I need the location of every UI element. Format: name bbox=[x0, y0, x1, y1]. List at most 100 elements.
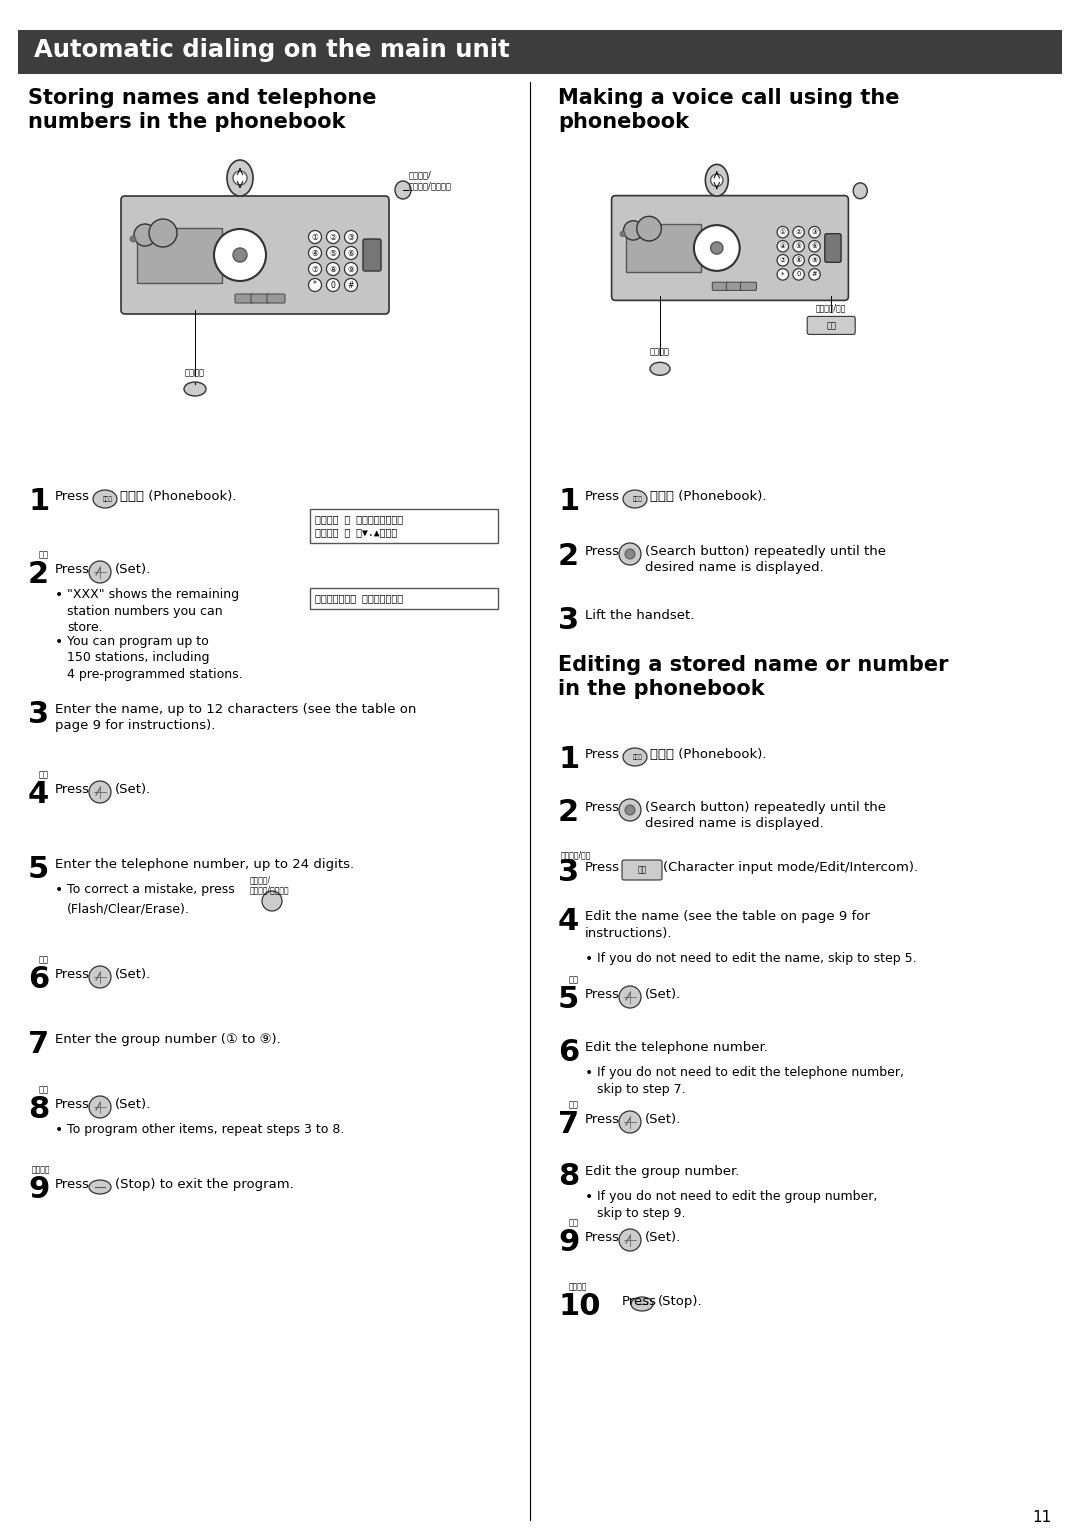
Text: Press: Press bbox=[585, 1112, 620, 1126]
Text: 文字切替/修正: 文字切替/修正 bbox=[816, 304, 847, 312]
Text: 3: 3 bbox=[28, 700, 49, 729]
Text: Press: Press bbox=[585, 860, 620, 874]
Circle shape bbox=[89, 561, 111, 584]
Circle shape bbox=[345, 263, 357, 275]
Text: 0: 0 bbox=[330, 281, 336, 289]
Text: デ゛ンワチョウ アキＸＸＸケン: デ゛ンワチョウ アキＸＸＸケン bbox=[315, 593, 403, 604]
Circle shape bbox=[326, 278, 339, 292]
Circle shape bbox=[233, 248, 247, 261]
Bar bbox=[626, 223, 701, 272]
Text: ストップ: ストップ bbox=[650, 348, 670, 358]
Ellipse shape bbox=[89, 1180, 111, 1193]
Bar bbox=[137, 228, 222, 283]
Text: ケンサク ハ ［▼.▲］オス: ケンサク ハ ［▼.▲］オス bbox=[315, 527, 397, 536]
Text: •: • bbox=[55, 588, 64, 602]
Text: 決定: 決定 bbox=[39, 1085, 49, 1094]
Text: (Character input mode/Edit/Intercom).: (Character input mode/Edit/Intercom). bbox=[663, 860, 918, 874]
Text: 2: 2 bbox=[28, 559, 49, 588]
Ellipse shape bbox=[705, 165, 728, 196]
Circle shape bbox=[809, 226, 820, 238]
Bar bbox=[310, 588, 498, 610]
Text: (Search button) repeatedly until the
desired name is displayed.: (Search button) repeatedly until the des… bbox=[645, 545, 886, 575]
Text: 4: 4 bbox=[558, 908, 579, 937]
Text: Editing a stored name or number
in the phonebook: Editing a stored name or number in the p… bbox=[558, 656, 948, 698]
Circle shape bbox=[778, 226, 788, 238]
Text: Edit the telephone number.: Edit the telephone number. bbox=[585, 1041, 768, 1054]
Text: 決定: 決定 bbox=[569, 1100, 579, 1109]
Text: 9: 9 bbox=[558, 1229, 579, 1258]
Text: •: • bbox=[585, 952, 593, 966]
Text: ⑨: ⑨ bbox=[811, 257, 818, 263]
FancyBboxPatch shape bbox=[807, 316, 855, 335]
Circle shape bbox=[214, 229, 266, 281]
Text: Press: Press bbox=[55, 969, 90, 981]
Circle shape bbox=[619, 542, 642, 565]
Circle shape bbox=[326, 263, 339, 275]
Text: Press: Press bbox=[585, 1232, 620, 1244]
Circle shape bbox=[711, 241, 723, 254]
Text: •: • bbox=[55, 883, 64, 897]
Ellipse shape bbox=[623, 490, 647, 507]
Text: If you do not need to edit the telephone number,
skip to step 7.: If you do not need to edit the telephone… bbox=[597, 1067, 904, 1096]
Text: 電話帳 (Phonebook).: 電話帳 (Phonebook). bbox=[650, 490, 767, 503]
Text: 内線: 内線 bbox=[637, 865, 647, 874]
Text: 電話帳: 電話帳 bbox=[633, 755, 643, 759]
Circle shape bbox=[778, 269, 788, 280]
Text: 1: 1 bbox=[28, 487, 50, 516]
Circle shape bbox=[345, 278, 357, 292]
Text: 3: 3 bbox=[558, 859, 579, 886]
Text: To correct a mistake, press: To correct a mistake, press bbox=[67, 883, 234, 895]
Circle shape bbox=[793, 240, 805, 252]
Circle shape bbox=[625, 549, 635, 559]
Text: If you do not need to edit the name, skip to step 5.: If you do not need to edit the name, ski… bbox=[597, 952, 917, 966]
FancyBboxPatch shape bbox=[727, 283, 742, 290]
Text: (Set).: (Set). bbox=[645, 989, 681, 1001]
Text: (Stop).: (Stop). bbox=[658, 1296, 703, 1308]
Circle shape bbox=[262, 891, 282, 911]
Text: (Set).: (Set). bbox=[114, 969, 151, 981]
Circle shape bbox=[309, 246, 322, 260]
Text: ④: ④ bbox=[311, 249, 319, 258]
Ellipse shape bbox=[631, 1297, 653, 1311]
Text: (Set).: (Set). bbox=[645, 1232, 681, 1244]
Circle shape bbox=[309, 263, 322, 275]
Text: •: • bbox=[585, 1190, 593, 1204]
Text: *: * bbox=[313, 281, 316, 289]
Text: To program other items, repeat steps 3 to 8.: To program other items, repeat steps 3 t… bbox=[67, 1123, 345, 1135]
Text: Press: Press bbox=[55, 562, 90, 576]
Text: Press: Press bbox=[55, 782, 90, 796]
Text: Enter the name, up to 12 characters (see the table on
page 9 for instructions).: Enter the name, up to 12 characters (see… bbox=[55, 703, 417, 732]
Text: 9: 9 bbox=[28, 1175, 50, 1204]
Text: •: • bbox=[55, 1123, 64, 1137]
Circle shape bbox=[778, 255, 788, 266]
Text: ⑦: ⑦ bbox=[780, 257, 786, 263]
Circle shape bbox=[637, 217, 661, 241]
Circle shape bbox=[89, 966, 111, 989]
Text: Press: Press bbox=[585, 801, 620, 814]
Text: 内線: 内線 bbox=[826, 321, 836, 330]
Text: 3: 3 bbox=[558, 607, 579, 636]
Text: ⑤: ⑤ bbox=[796, 243, 801, 249]
FancyBboxPatch shape bbox=[713, 283, 728, 290]
Text: 2: 2 bbox=[558, 798, 579, 827]
Text: 7: 7 bbox=[558, 1109, 579, 1138]
Circle shape bbox=[619, 1229, 642, 1251]
Text: 8: 8 bbox=[558, 1161, 579, 1190]
Circle shape bbox=[149, 219, 177, 248]
Circle shape bbox=[89, 1096, 111, 1118]
Text: Automatic dialing on the main unit: Automatic dialing on the main unit bbox=[33, 38, 510, 61]
Circle shape bbox=[793, 255, 805, 266]
Text: 10: 10 bbox=[558, 1293, 600, 1322]
Circle shape bbox=[793, 269, 805, 280]
Text: 1: 1 bbox=[558, 746, 579, 775]
Text: (Stop) to exit the program.: (Stop) to exit the program. bbox=[114, 1178, 294, 1190]
Text: 決定: 決定 bbox=[39, 550, 49, 559]
Circle shape bbox=[326, 231, 339, 243]
Text: 6: 6 bbox=[28, 966, 50, 995]
Text: If you do not need to edit the group number,
skip to step 9.: If you do not need to edit the group num… bbox=[597, 1190, 877, 1219]
Text: "XXX" shows the remaining
station numbers you can
store.: "XXX" shows the remaining station number… bbox=[67, 588, 239, 634]
Text: 電話帳: 電話帳 bbox=[633, 497, 643, 501]
Text: 6: 6 bbox=[558, 1038, 579, 1067]
Circle shape bbox=[134, 225, 156, 246]
Text: ⑥: ⑥ bbox=[348, 249, 354, 258]
